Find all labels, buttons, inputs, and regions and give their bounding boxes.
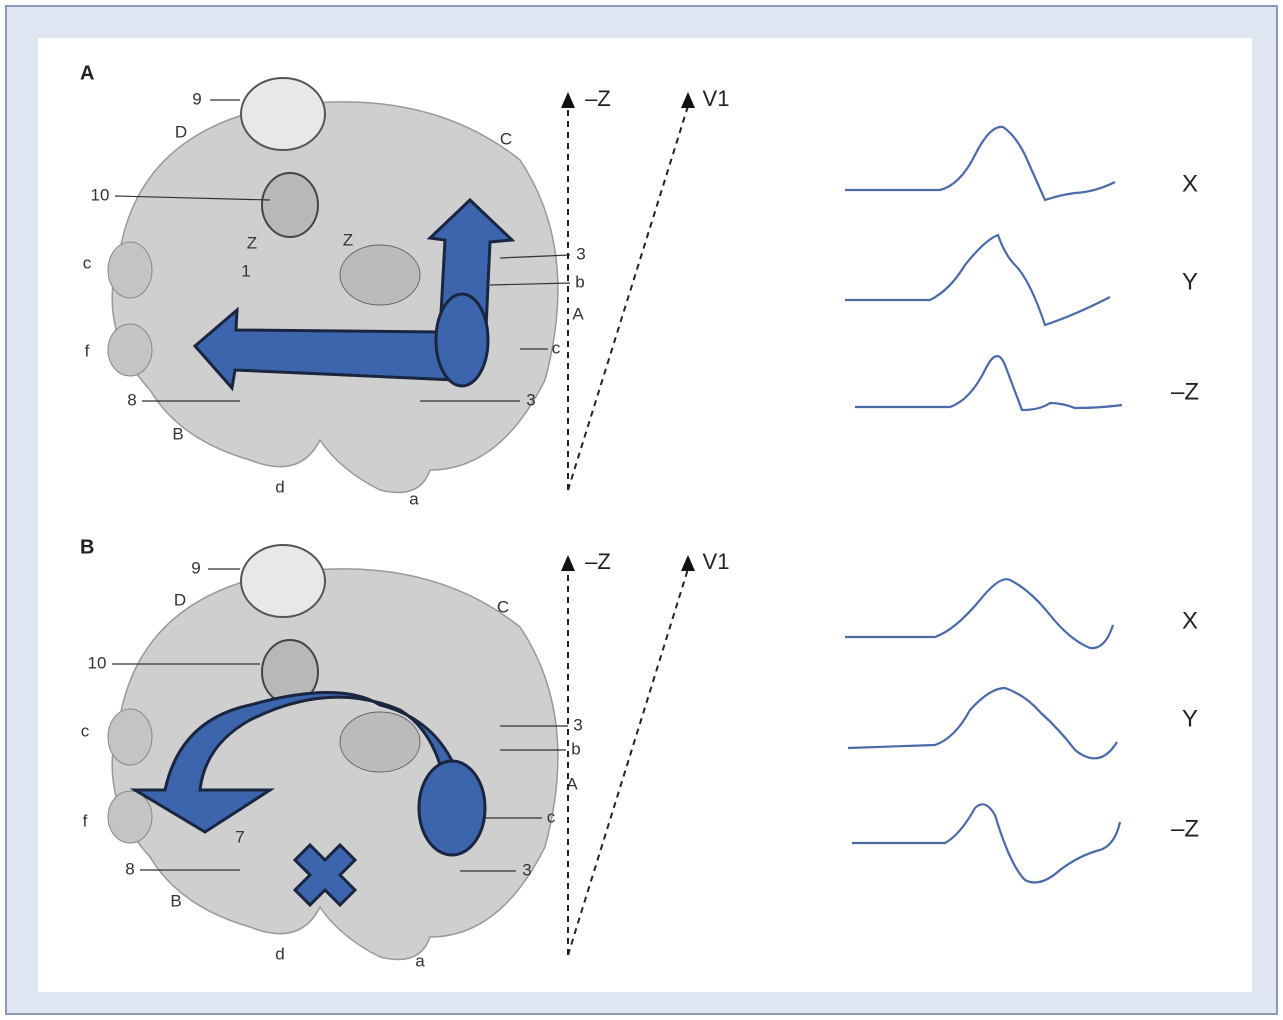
panel-label: A	[80, 62, 94, 84]
heart-label: Z	[247, 233, 257, 252]
trace-label: X	[1182, 607, 1198, 634]
heart-label: b	[571, 739, 580, 758]
pulmonary-valve	[262, 173, 318, 237]
heart-label: f	[85, 341, 90, 360]
heart-label: a	[409, 489, 419, 508]
heart-label: d	[275, 944, 284, 963]
heart-label: 8	[125, 859, 134, 878]
vessel	[108, 242, 152, 298]
heart-label: 7	[235, 827, 244, 846]
heart-label: 9	[191, 558, 200, 577]
heart-label: 3	[522, 860, 531, 879]
trace-label: Y	[1182, 268, 1198, 295]
heart-label: B	[172, 424, 183, 443]
heart-label: c	[547, 807, 556, 826]
axis-label: –Z	[585, 549, 611, 574]
heart-label: c	[81, 721, 90, 740]
heart-label: A	[572, 304, 584, 323]
trace-label: –Z	[1171, 815, 1199, 842]
heart-label: 8	[127, 390, 136, 409]
figure: A9DC10ZZc13bAcf83Bda–ZV1XY–ZB9DC10c3bAcf…	[0, 0, 1283, 1020]
aortic-valve	[241, 78, 325, 150]
heart-label: 10	[91, 185, 110, 204]
heart-label: 9	[192, 89, 201, 108]
trace-label: –Z	[1171, 378, 1199, 405]
aortic-valve	[241, 545, 325, 617]
vessel	[340, 245, 420, 305]
vessel	[340, 712, 420, 772]
heart-label: 1	[241, 261, 250, 280]
heart-label: f	[83, 811, 88, 830]
vessel	[108, 709, 152, 765]
heart-label: Z	[343, 230, 353, 249]
axis-label: V1	[703, 86, 730, 111]
heart-label: 3	[573, 715, 582, 734]
panel-label: B	[80, 536, 94, 558]
axis-label: V1	[703, 549, 730, 574]
heart-label: 3	[526, 390, 535, 409]
heart-label: B	[170, 891, 181, 910]
heart-label: C	[500, 129, 512, 148]
trace-label: Y	[1182, 705, 1198, 732]
heart-label: D	[174, 590, 186, 609]
activation-origin	[436, 294, 488, 386]
activation-origin	[419, 761, 485, 855]
heart-label: a	[415, 951, 425, 970]
heart-label: d	[275, 477, 284, 496]
heart-label: 3	[576, 244, 585, 263]
trace-label: X	[1182, 170, 1198, 197]
heart-label: C	[497, 597, 509, 616]
heart-label: c	[552, 338, 561, 357]
axis-label: –Z	[585, 86, 611, 111]
heart-label: c	[83, 253, 92, 272]
heart-label: D	[175, 122, 187, 141]
heart-label: 10	[88, 653, 107, 672]
heart-label: b	[575, 272, 584, 291]
vessel	[108, 791, 152, 843]
vessel	[108, 324, 152, 376]
